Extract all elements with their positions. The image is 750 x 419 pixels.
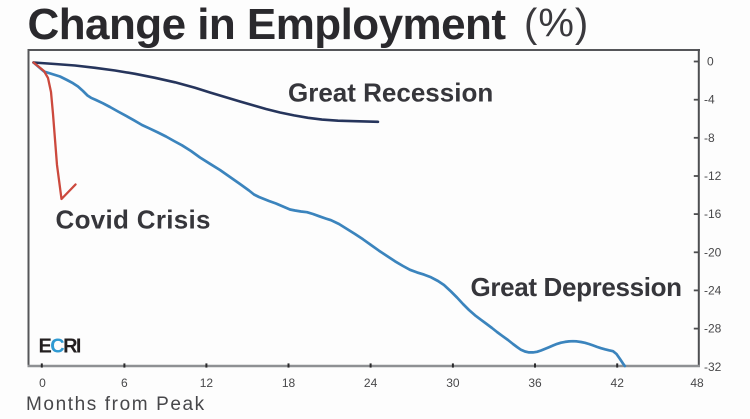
svg-text:0: 0 (39, 376, 46, 390)
svg-text:24: 24 (364, 376, 378, 390)
svg-text:ECRI: ECRI (39, 336, 81, 358)
svg-text:(%): (%) (524, 2, 589, 46)
svg-text:-28: -28 (704, 322, 722, 336)
svg-text:-4: -4 (704, 93, 715, 107)
svg-text:6: 6 (121, 376, 128, 390)
svg-text:Great Depression: Great Depression (471, 272, 682, 302)
svg-text:30: 30 (446, 376, 460, 390)
svg-text:-8: -8 (704, 131, 715, 145)
svg-text:36: 36 (528, 376, 542, 390)
svg-text:42: 42 (611, 376, 625, 390)
svg-text:-12: -12 (704, 169, 722, 183)
svg-text:48: 48 (690, 376, 704, 390)
svg-text:-20: -20 (704, 245, 722, 259)
svg-text:Months from Peak: Months from Peak (26, 394, 206, 415)
svg-text:-32: -32 (704, 360, 722, 374)
svg-text:Covid Crisis: Covid Crisis (56, 205, 211, 235)
svg-text:18: 18 (282, 376, 296, 390)
svg-text:12: 12 (200, 376, 214, 390)
svg-text:-24: -24 (704, 283, 722, 297)
svg-text:Great Recession: Great Recession (288, 78, 493, 108)
svg-text:-16: -16 (704, 207, 722, 221)
svg-text:0: 0 (707, 55, 714, 69)
svg-text:Change in Employment: Change in Employment (28, 0, 507, 49)
